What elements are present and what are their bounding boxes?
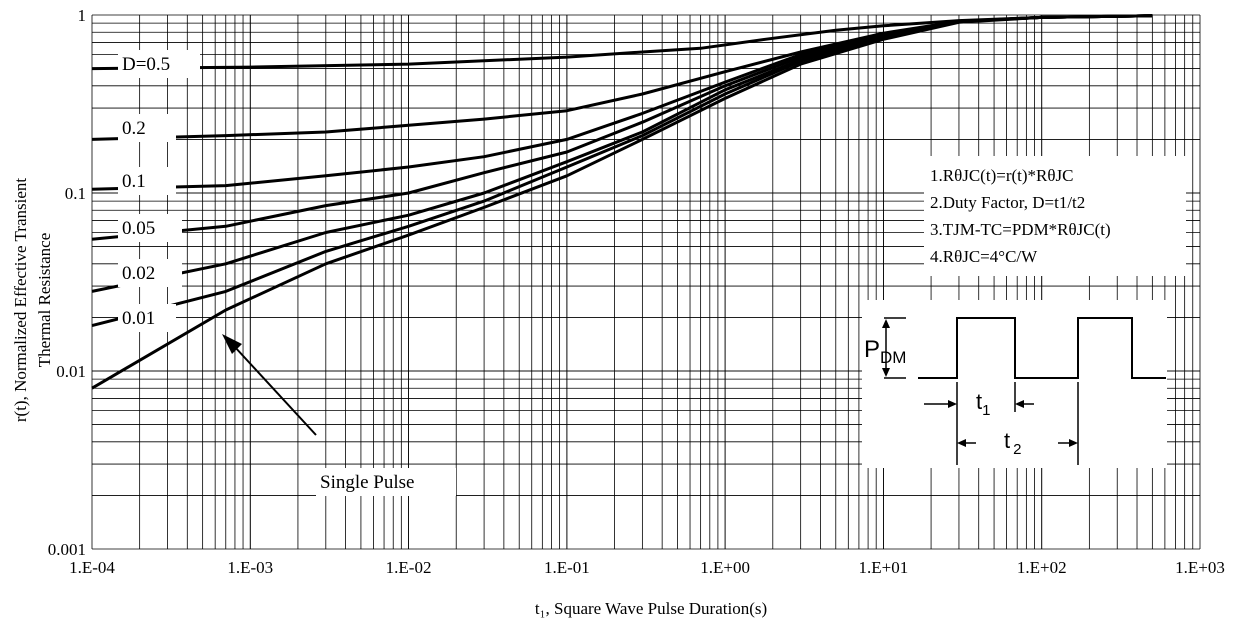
note-3: 3.TJM-TC=PDM*RθJC(t) bbox=[930, 220, 1111, 239]
t1-sub: 1 bbox=[982, 402, 990, 419]
series-label: Single Pulse bbox=[320, 472, 414, 493]
x-axis-label: t₁, Square Wave Pulse Duration(s) bbox=[535, 599, 767, 618]
x-tick-label: 1.E+01 bbox=[859, 558, 909, 577]
notes-box: 1.RθJC(t)=r(t)*RθJC 2.Duty Factor, D=t1/… bbox=[924, 156, 1186, 276]
series-label-bg bbox=[118, 50, 200, 78]
series-label-bg bbox=[118, 167, 176, 195]
single-pulse-arrow bbox=[222, 334, 317, 436]
curves bbox=[91, 14, 1153, 390]
pdm-sub: DM bbox=[880, 348, 906, 367]
series-label-bg bbox=[118, 114, 176, 142]
t1-label: t bbox=[976, 389, 982, 414]
pdm-label: P bbox=[864, 336, 880, 363]
x-tick-label: 1.E-01 bbox=[544, 558, 590, 577]
svg-text:t1: t1 bbox=[976, 389, 990, 419]
note-2: 2.Duty Factor, D=t1/t2 bbox=[930, 193, 1085, 212]
series-label: 0.2 bbox=[122, 118, 146, 139]
tick-labels: 1.E-04 1.E-03 1.E-02 1.E-01 1.E+00 1.E+01 1.E+… bbox=[48, 6, 1225, 577]
series-label-bg bbox=[118, 214, 182, 242]
t2-sub: 2 bbox=[1013, 441, 1021, 458]
y-axis-label-line2: Thermal Resistance bbox=[35, 233, 54, 368]
series-label: D=0.5 bbox=[122, 54, 170, 75]
y-axis-label-line1: r(t), Normalized Effective Transient bbox=[11, 178, 30, 423]
note-4: 4.RθJC=4°C/W bbox=[930, 247, 1038, 266]
series-labels: D=0.5 0.2 0.1 0.05 0.02 0.01 Single Pulse bbox=[118, 50, 456, 496]
series-label: 0.05 bbox=[122, 218, 155, 239]
curve-single-pulse bbox=[91, 14, 1153, 390]
svg-text:PDM: PDM bbox=[864, 336, 906, 367]
series-label: 0.01 bbox=[122, 308, 155, 329]
y-tick-label: 0.01 bbox=[56, 362, 86, 381]
note-1: 1.RθJC(t)=r(t)*RθJC bbox=[930, 166, 1073, 185]
grid-lines bbox=[91, 14, 1201, 550]
x-tick-label: 1.E-02 bbox=[386, 558, 432, 577]
y-tick-label: 0.1 bbox=[65, 184, 86, 203]
y-tick-label: 1 bbox=[78, 6, 87, 25]
series-label-bg bbox=[118, 259, 182, 287]
x-tick-label: 1.E+00 bbox=[700, 558, 750, 577]
x-tick-label: 1.E+02 bbox=[1017, 558, 1067, 577]
t2-label: t bbox=[1004, 428, 1010, 453]
y-tick-label: 0.001 bbox=[48, 540, 86, 559]
x-tick-label: 1.E-03 bbox=[227, 558, 273, 577]
series-label: 0.1 bbox=[122, 171, 146, 192]
series-label-bg bbox=[118, 304, 176, 332]
x-tick-label: 1.E+03 bbox=[1175, 558, 1225, 577]
svg-text:t2: t2 bbox=[1004, 428, 1021, 458]
series-label: 0.02 bbox=[122, 263, 155, 284]
x-tick-label: 1.E-04 bbox=[69, 558, 115, 577]
series-label-bg bbox=[316, 468, 456, 496]
